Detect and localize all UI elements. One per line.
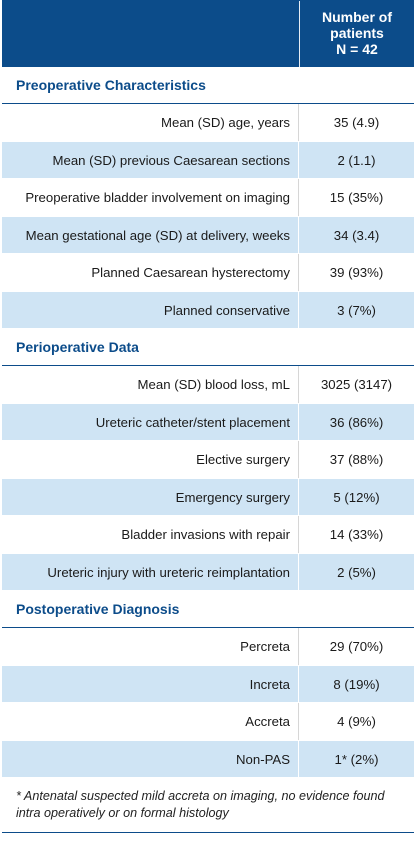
footnote: * Antenatal suspected mild accreta on im… <box>16 789 385 820</box>
table-row: Mean gestational age (SD) at delivery, w… <box>2 216 414 254</box>
row-value: 39 (93%) <box>329 265 384 280</box>
column-header-number-of-patients: Number of patients N = 42 <box>322 9 392 57</box>
row-label: Ureteric injury with ureteric reimplanta… <box>2 553 299 590</box>
footer-rule <box>2 832 414 833</box>
row-label: Planned Caesarean hysterectomy <box>2 254 299 291</box>
row-value: 2 (1.1) <box>337 152 376 168</box>
row-value: 1* (2%) <box>334 751 379 767</box>
row-label: Planned conservative <box>2 291 299 328</box>
table-row: Mean (SD) age, years 35 (4.9) <box>2 104 414 142</box>
table-row: Percreta 29 (70%) <box>2 628 414 666</box>
row-label: Elective surgery <box>2 441 299 478</box>
patient-characteristics-table: Number of patients N = 42 Preoperative C… <box>2 0 414 833</box>
table-row: Elective surgery 37 (88%) <box>2 441 414 479</box>
row-label: Preoperative bladder involvement on imag… <box>2 179 299 216</box>
row-value: 37 (88%) <box>329 452 384 467</box>
row-value: 29 (70%) <box>329 639 384 654</box>
row-value: 8 (19%) <box>333 676 380 692</box>
section-title: Preoperative Characteristics <box>2 67 414 104</box>
row-value: 5 (12%) <box>333 489 380 505</box>
table-row: Ureteric catheter/stent placement 36 (86%… <box>2 403 414 441</box>
table-row: Increta 8 (19%) <box>2 665 414 703</box>
table-row: Emergency surgery 5 (12%) <box>2 478 414 516</box>
row-value: 14 (33%) <box>329 527 384 542</box>
table-row: Mean (SD) blood loss, mL 3025 (3147) <box>2 366 414 404</box>
row-label: Percreta <box>2 628 299 665</box>
section-title: Postoperative Diagnosis <box>2 591 414 628</box>
row-label: Mean gestational age (SD) at delivery, w… <box>2 216 299 253</box>
row-value: 36 (86%) <box>329 414 384 430</box>
table-row: Mean (SD) previous Caesarean sections 2 (… <box>2 141 414 179</box>
header-divider <box>299 1 300 67</box>
table-row: Preoperative bladder involvement on imag… <box>2 179 414 217</box>
section-perioperative: Perioperative Data Mean (SD) blood loss,… <box>2 329 414 591</box>
row-value: 3025 (3147) <box>320 377 393 392</box>
section-preoperative: Preoperative Characteristics Mean (SD) a… <box>2 67 414 329</box>
section-title: Perioperative Data <box>2 329 414 366</box>
row-label: Mean (SD) blood loss, mL <box>2 366 299 403</box>
table-row: Accreta 4 (9%) <box>2 703 414 741</box>
row-value: 34 (3.4) <box>333 227 380 243</box>
table-row: Ureteric injury with ureteric reimplanta… <box>2 553 414 591</box>
row-label: Ureteric catheter/stent placement <box>2 403 299 440</box>
row-label: Accreta <box>2 703 299 740</box>
table-row: Bladder invasions with repair 14 (33%) <box>2 516 414 554</box>
row-value: 35 (4.9) <box>333 115 380 130</box>
row-label: Mean (SD) age, years <box>2 104 299 141</box>
row-label: Emergency surgery <box>2 478 299 515</box>
table-row: Planned conservative 3 (7%) <box>2 291 414 329</box>
row-value: 4 (9%) <box>337 714 376 729</box>
table-row: Planned Caesarean hysterectomy 39 (93%) <box>2 254 414 292</box>
row-value: 2 (5%) <box>337 564 376 580</box>
row-label: Increta <box>2 665 299 702</box>
row-value: 15 (35%) <box>329 190 384 205</box>
row-label: Non-PAS <box>2 740 299 777</box>
section-postoperative: Postoperative Diagnosis Percreta 29 (70%)… <box>2 591 414 778</box>
row-value: 3 (7%) <box>337 302 376 318</box>
row-label: Mean (SD) previous Caesarean sections <box>2 141 299 178</box>
table-header: Number of patients N = 42 <box>2 0 414 67</box>
row-label: Bladder invasions with repair <box>2 516 299 553</box>
table-row: Non-PAS 1* (2%) <box>2 740 414 778</box>
